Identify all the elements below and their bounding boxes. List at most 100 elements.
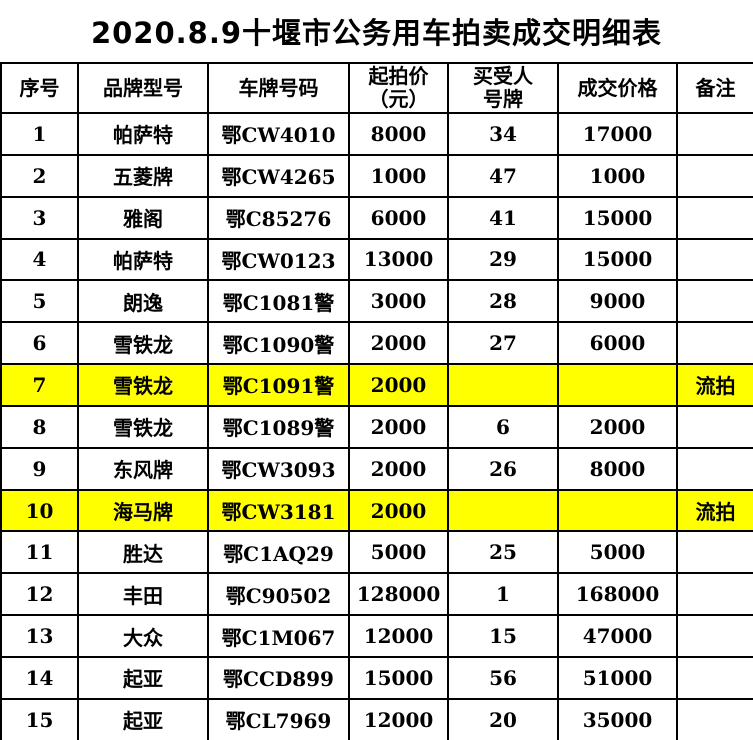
- cell-brand: 朗逸: [77, 279, 209, 324]
- cell-buyer-no: 20: [447, 697, 559, 740]
- cell-remark: [676, 321, 753, 366]
- cell-start-price: 13000: [348, 237, 449, 282]
- cell-plate: 鄂CW3181: [207, 488, 350, 533]
- cell-seq: 14: [0, 655, 79, 700]
- cell-brand: 胜达: [77, 530, 209, 575]
- cell-remark: 流拍: [676, 363, 753, 407]
- cell-seq: 7: [0, 363, 79, 407]
- cell-start-price: 2000: [348, 446, 449, 491]
- cell-remark: 流拍: [676, 488, 753, 533]
- cell-seq: 9: [0, 446, 79, 491]
- cell-remark: [676, 153, 753, 198]
- cell-start-price: 128000: [348, 572, 449, 617]
- table-row: 7 雪铁龙 鄂C1091警 2000 流拍: [0, 363, 753, 407]
- cell-plate: 鄂C1AQ29: [207, 530, 350, 575]
- cell-deal-price: [557, 488, 678, 533]
- cell-plate: 鄂CCD899: [207, 655, 350, 700]
- cell-brand: 五菱牌: [77, 153, 209, 198]
- cell-brand: 帕萨特: [77, 112, 209, 156]
- cell-plate: 鄂C1091警: [207, 363, 350, 407]
- cell-start-price: 2000: [348, 404, 449, 449]
- cell-remark: [676, 237, 753, 282]
- cell-brand: 海马牌: [77, 488, 209, 533]
- cell-buyer-no: 28: [447, 279, 559, 324]
- cell-seq: 5: [0, 279, 79, 324]
- header-brand: 品牌型号: [77, 62, 209, 114]
- cell-deal-price: 6000: [557, 321, 678, 366]
- cell-seq: 10: [0, 488, 79, 533]
- cell-start-price: 1000: [348, 153, 449, 198]
- cell-plate: 鄂C1M067: [207, 614, 350, 658]
- cell-remark: [676, 655, 753, 700]
- cell-seq: 15: [0, 697, 79, 740]
- auction-table: 序号 品牌型号 车牌号码 起拍价 （元） 买受人 号牌 成交价格 备注 1 帕萨特…: [0, 62, 753, 740]
- cell-start-price: 12000: [348, 614, 449, 658]
- cell-buyer-no: [447, 488, 559, 533]
- cell-seq: 4: [0, 237, 79, 282]
- cell-buyer-no: 34: [447, 112, 559, 156]
- cell-brand: 雪铁龙: [77, 321, 209, 366]
- header-remark: 备注: [676, 62, 753, 114]
- cell-plate: 鄂C85276: [207, 195, 350, 240]
- cell-buyer-no: 47: [447, 153, 559, 198]
- cell-plate: 鄂CW3093: [207, 446, 350, 491]
- cell-deal-price: 15000: [557, 195, 678, 240]
- cell-seq: 2: [0, 153, 79, 198]
- cell-deal-price: 9000: [557, 279, 678, 324]
- cell-remark: [676, 195, 753, 240]
- cell-buyer-no: 56: [447, 655, 559, 700]
- table-row: 1 帕萨特 鄂CW4010 8000 34 17000: [0, 112, 753, 156]
- cell-buyer-no: 41: [447, 195, 559, 240]
- cell-deal-price: 1000: [557, 153, 678, 198]
- cell-remark: [676, 614, 753, 658]
- cell-brand: 雪铁龙: [77, 404, 209, 449]
- cell-remark: [676, 572, 753, 617]
- table-header: 序号 品牌型号 车牌号码 起拍价 （元） 买受人 号牌 成交价格 备注: [0, 62, 753, 114]
- cell-remark: [676, 697, 753, 740]
- cell-plate: 鄂CL7969: [207, 697, 350, 740]
- cell-start-price: 2000: [348, 321, 449, 366]
- cell-seq: 13: [0, 614, 79, 658]
- cell-remark: [676, 404, 753, 449]
- cell-seq: 3: [0, 195, 79, 240]
- cell-plate: 鄂C1089警: [207, 404, 350, 449]
- cell-buyer-no: 26: [447, 446, 559, 491]
- cell-seq: 1: [0, 112, 79, 156]
- cell-plate: 鄂CW4010: [207, 112, 350, 156]
- cell-brand: 雪铁龙: [77, 363, 209, 407]
- table-row: 11 胜达 鄂C1AQ29 5000 25 5000: [0, 530, 753, 575]
- cell-seq: 12: [0, 572, 79, 617]
- cell-deal-price: 47000: [557, 614, 678, 658]
- cell-plate: 鄂C90502: [207, 572, 350, 617]
- cell-seq: 11: [0, 530, 79, 575]
- cell-brand: 东风牌: [77, 446, 209, 491]
- cell-start-price: 6000: [348, 195, 449, 240]
- cell-brand: 丰田: [77, 572, 209, 617]
- cell-plate: 鄂CW4265: [207, 153, 350, 198]
- cell-buyer-no: 1: [447, 572, 559, 617]
- cell-remark: [676, 279, 753, 324]
- cell-brand: 起亚: [77, 655, 209, 700]
- cell-buyer-no: 6: [447, 404, 559, 449]
- table-row: 14 起亚 鄂CCD899 15000 56 51000: [0, 655, 753, 700]
- cell-buyer-no: [447, 363, 559, 407]
- cell-deal-price: 51000: [557, 655, 678, 700]
- cell-brand: 雅阁: [77, 195, 209, 240]
- cell-deal-price: 15000: [557, 237, 678, 282]
- cell-seq: 8: [0, 404, 79, 449]
- cell-brand: 起亚: [77, 697, 209, 740]
- header-buyer-no: 买受人 号牌: [447, 62, 559, 114]
- cell-brand: 大众: [77, 614, 209, 658]
- cell-start-price: 8000: [348, 112, 449, 156]
- page-title: 2020.8.9十堰市公务用车拍卖成交明细表: [90, 16, 663, 50]
- header-start-price: 起拍价 （元）: [348, 62, 449, 114]
- table-row: 12 丰田 鄂C90502 128000 1 168000: [0, 572, 753, 617]
- table-row: 5 朗逸 鄂C1081警 3000 28 9000: [0, 279, 753, 324]
- header-row: 序号 品牌型号 车牌号码 起拍价 （元） 买受人 号牌 成交价格 备注: [0, 62, 753, 114]
- table-row: 13 大众 鄂C1M067 12000 15 47000: [0, 614, 753, 658]
- cell-start-price: 15000: [348, 655, 449, 700]
- cell-deal-price: 168000: [557, 572, 678, 617]
- table-row: 3 雅阁 鄂C85276 6000 41 15000: [0, 195, 753, 240]
- cell-start-price: 2000: [348, 488, 449, 533]
